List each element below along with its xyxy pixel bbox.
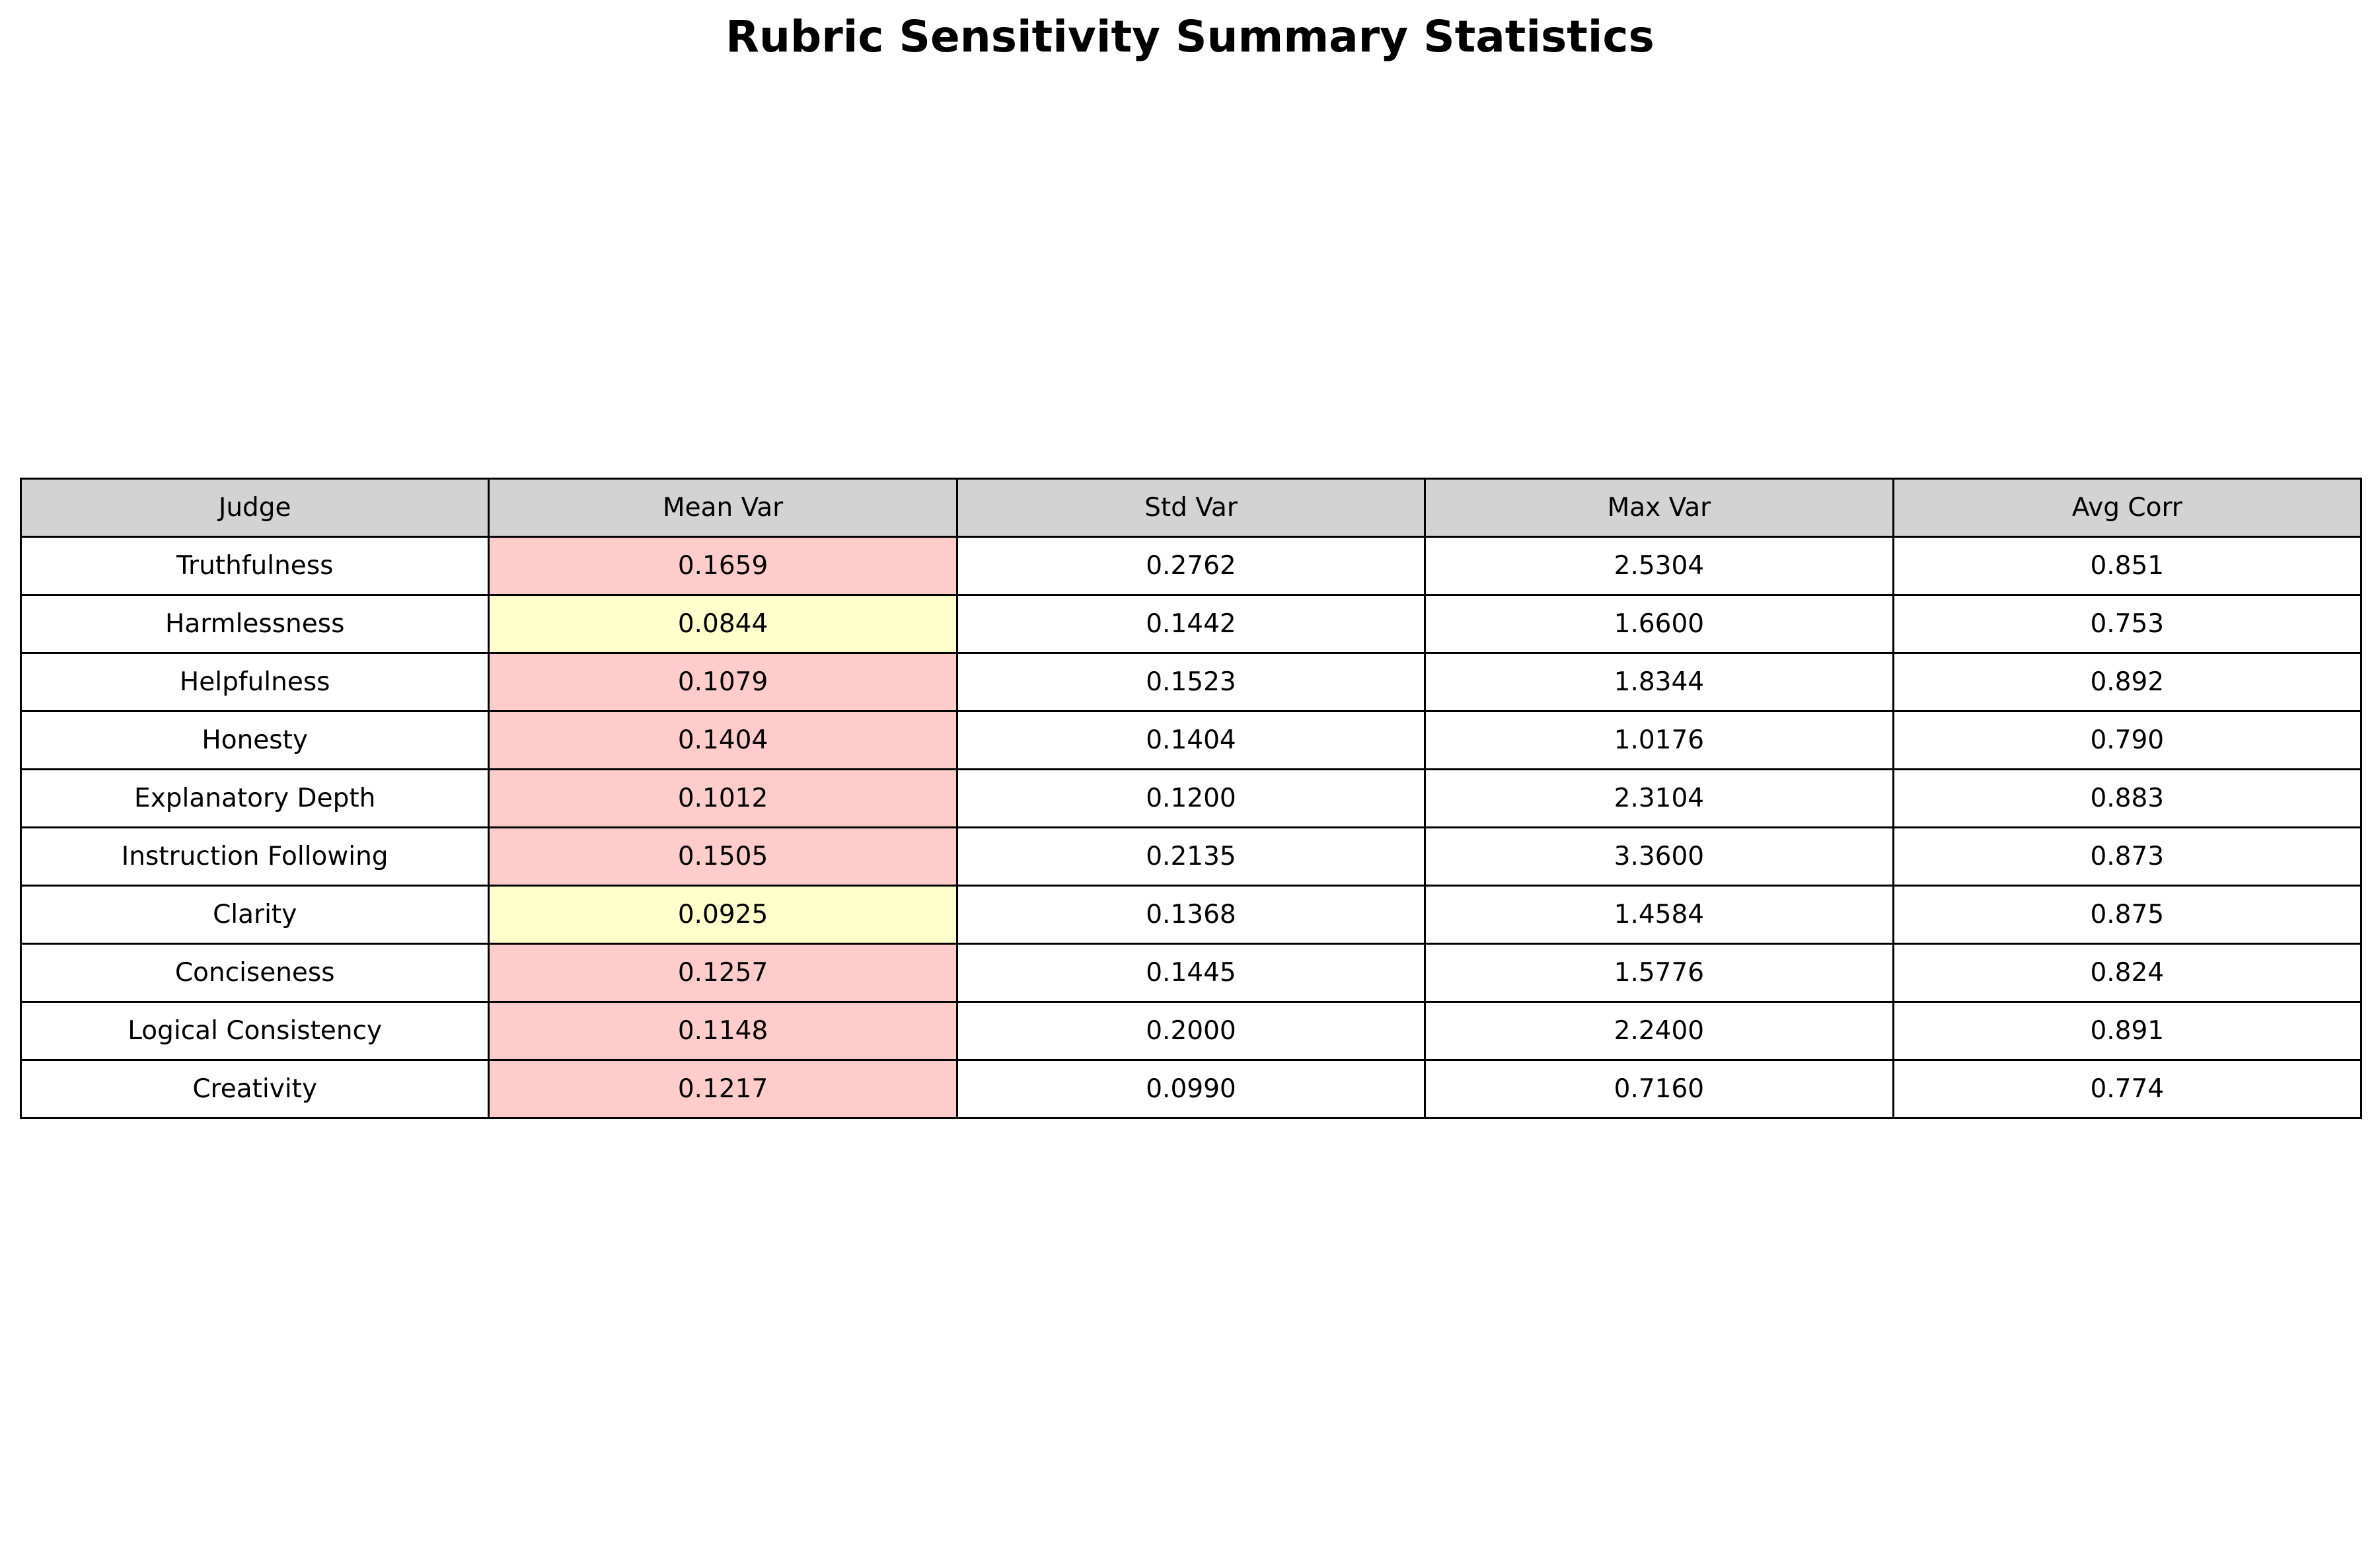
column-header-std-var: Std Var <box>955 478 1427 538</box>
cell-judge: Explanatory Depth <box>19 768 490 828</box>
cell-avg-corr: 0.790 <box>1892 710 2363 770</box>
cell-std-var: 0.1404 <box>955 710 1427 770</box>
cell-judge: Instruction Following <box>19 826 490 887</box>
cell-std-var: 0.2000 <box>955 1001 1427 1061</box>
cell-mean-var: 0.1012 <box>488 768 958 828</box>
cell-std-var: 0.1368 <box>955 885 1427 945</box>
cell-std-var: 0.2135 <box>955 826 1427 887</box>
cell-avg-corr: 0.873 <box>1892 826 2363 887</box>
table-header-row: Judge Mean Var Std Var Max Var Avg Corr <box>19 478 2363 538</box>
cell-avg-corr: 0.875 <box>1892 885 2363 945</box>
cell-mean-var: 0.1505 <box>488 826 958 887</box>
cell-avg-corr: 0.753 <box>1892 594 2363 654</box>
cell-std-var: 0.0990 <box>955 1059 1427 1119</box>
table-row: Explanatory Depth 0.1012 0.1200 2.3104 0.883 <box>19 768 2363 828</box>
cell-std-var: 0.1200 <box>955 768 1427 828</box>
cell-judge: Helpfulness <box>19 652 490 712</box>
cell-mean-var: 0.0844 <box>488 594 958 654</box>
cell-avg-corr: 0.824 <box>1892 943 2363 1003</box>
cell-judge: Honesty <box>19 710 490 770</box>
table-row: Honesty 0.1404 0.1404 1.0176 0.790 <box>19 710 2363 770</box>
cell-max-var: 2.2400 <box>1424 1001 1894 1061</box>
cell-max-var: 1.0176 <box>1424 710 1894 770</box>
cell-max-var: 0.7160 <box>1424 1059 1894 1119</box>
table-row: Instruction Following 0.1505 0.2135 3.3600 0… <box>19 826 2363 887</box>
column-header-max-var: Max Var <box>1424 478 1894 538</box>
table-row: Helpfulness 0.1079 0.1523 1.8344 0.892 <box>19 652 2363 712</box>
cell-judge: Conciseness <box>19 943 490 1003</box>
cell-mean-var: 0.1659 <box>488 536 958 596</box>
cell-judge: Logical Consistency <box>19 1001 490 1061</box>
chart-title: Rubric Sensitivity Summary Statistics <box>725 11 1655 62</box>
cell-judge: Truthfulness <box>19 536 490 596</box>
column-header-avg-corr: Avg Corr <box>1892 478 2363 538</box>
cell-std-var: 0.1445 <box>955 943 1427 1003</box>
cell-avg-corr: 0.774 <box>1892 1059 2363 1119</box>
cell-max-var: 2.5304 <box>1424 536 1894 596</box>
table-row: Conciseness 0.1257 0.1445 1.5776 0.824 <box>19 943 2363 1003</box>
cell-max-var: 1.4584 <box>1424 885 1894 945</box>
cell-mean-var: 0.1148 <box>488 1001 958 1061</box>
cell-max-var: 1.5776 <box>1424 943 1894 1003</box>
cell-max-var: 1.8344 <box>1424 652 1894 712</box>
cell-mean-var: 0.0925 <box>488 885 958 945</box>
cell-std-var: 0.1442 <box>955 594 1427 654</box>
cell-mean-var: 0.1257 <box>488 943 958 1003</box>
column-header-judge: Judge <box>19 478 490 538</box>
table-row: Clarity 0.0925 0.1368 1.4584 0.875 <box>19 885 2363 945</box>
cell-judge: Creativity <box>19 1059 490 1119</box>
cell-avg-corr: 0.883 <box>1892 768 2363 828</box>
cell-avg-corr: 0.891 <box>1892 1001 2363 1061</box>
cell-max-var: 1.6600 <box>1424 594 1894 654</box>
cell-judge: Harmlessness <box>19 594 490 654</box>
cell-avg-corr: 0.892 <box>1892 652 2363 712</box>
table-body: Truthfulness 0.1659 0.2762 2.5304 0.851 Harml… <box>19 536 2363 1119</box>
column-header-mean-var: Mean Var <box>488 478 958 538</box>
summary-statistics-table: Judge Mean Var Std Var Max Var Avg Corr … <box>19 478 2363 1119</box>
cell-std-var: 0.1523 <box>955 652 1427 712</box>
cell-avg-corr: 0.851 <box>1892 536 2363 596</box>
table-row: Logical Consistency 0.1148 0.2000 2.2400 0.8… <box>19 1001 2363 1061</box>
cell-judge: Clarity <box>19 885 490 945</box>
table-row: Harmlessness 0.0844 0.1442 1.6600 0.753 <box>19 594 2363 654</box>
cell-max-var: 3.3600 <box>1424 826 1894 887</box>
table-row: Creativity 0.1217 0.0990 0.7160 0.774 <box>19 1059 2363 1119</box>
cell-max-var: 2.3104 <box>1424 768 1894 828</box>
table-row: Truthfulness 0.1659 0.2762 2.5304 0.851 <box>19 536 2363 596</box>
cell-mean-var: 0.1217 <box>488 1059 958 1119</box>
cell-mean-var: 0.1079 <box>488 652 958 712</box>
cell-mean-var: 0.1404 <box>488 710 958 770</box>
cell-std-var: 0.2762 <box>955 536 1427 596</box>
